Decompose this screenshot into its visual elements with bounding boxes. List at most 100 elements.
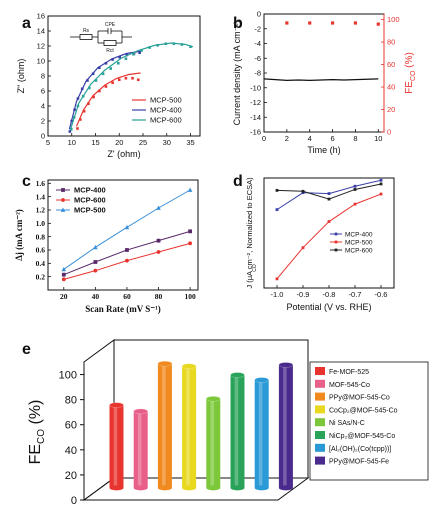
panel-b-fe-point: [353, 21, 358, 25]
panel-d-ylabel-sub: CO: [252, 264, 258, 272]
panel-a-y-tick-label: 8: [41, 72, 45, 81]
panel-c-label: c: [22, 173, 31, 190]
panel-a-point: [140, 49, 143, 52]
panel-a-point: [80, 87, 84, 91]
panel-b-yright-unit: (%): [404, 52, 415, 70]
panel-e-y-tick-label: 20: [65, 470, 77, 482]
panel-a-x-tick-label: 35: [186, 138, 194, 147]
panel-a-point: [69, 127, 73, 131]
panel-c-y-tick-label: 0.6: [36, 246, 46, 255]
panel-d-x-tick-label: -0.6: [375, 290, 388, 299]
panel-a-x-tick-label: 10: [68, 138, 76, 147]
panel-a-point: [94, 79, 98, 82]
panel-e-bar-bottom: [182, 485, 197, 491]
panel-e-y-tick-label: 40: [65, 445, 77, 457]
panel-a-x-tick-label: 30: [163, 138, 171, 147]
panel-e-legend-label: [Al₂(OH)₂(Co(tcpp))]: [329, 446, 391, 453]
panel-e-bar-top: [206, 396, 221, 402]
panel-e-bar: [230, 372, 245, 491]
panel-d-x-tick-label: -0.8: [323, 290, 336, 299]
panel-b-yright-sub: CO: [410, 70, 417, 81]
panel-d-point: [275, 277, 279, 281]
panel-b-y-axis-label: Current density (mA cm⁻²): [232, 21, 242, 126]
panel-e-bar-bottom: [133, 485, 148, 491]
panel-e-bar-bottom: [109, 485, 124, 491]
panel-e-legend-label: Fe-MOF-525: [329, 369, 369, 376]
panel-d-legend-label: MCP-400: [345, 231, 373, 238]
panel-e-bar-body: [109, 405, 124, 488]
panel-d-legend-marker: [334, 248, 338, 252]
panel-a-y-tick-label: 16: [37, 12, 45, 21]
panel-a-x-tick-label: 25: [139, 138, 147, 147]
panel-b-y-tick-label: -6: [254, 54, 261, 63]
panel-b-yright-fe: FE: [404, 81, 415, 94]
panel-b-y-tick-label: 0: [257, 10, 261, 19]
panel-e-bar-highlight: [234, 374, 239, 488]
panel-e-floor: [82, 477, 310, 501]
panel-a-point: [156, 43, 160, 47]
panel-a-y-tick-label: 0: [41, 132, 45, 141]
panel-e-bar-highlight: [258, 380, 263, 488]
panel-a-x-axis-label: Z' (ohm): [107, 149, 140, 159]
panel-c-legend-marker: [60, 207, 66, 212]
panel-c-x-tick-label: 60: [123, 292, 131, 301]
panel-e-y-tick-label: 0: [71, 495, 77, 507]
panel-a-point: [124, 57, 128, 61]
panel-b-fe-point: [376, 22, 380, 26]
panel-a-fit-line-1: [68, 50, 141, 130]
panel-c-x-tick-label: 20: [60, 292, 68, 301]
panel-c-legend-label: MCP-600: [74, 196, 106, 205]
panel-c-point: [61, 277, 66, 282]
panel-c-point: [156, 238, 161, 243]
panel-e-bar-highlight: [162, 363, 166, 488]
panel-d-legend-label: MCP-500: [345, 239, 373, 246]
panel-b-x-tick-label: 2: [285, 134, 289, 143]
panel-a-point: [92, 95, 95, 99]
panel-a-point: [81, 94, 85, 98]
panel-a-point: [104, 61, 108, 65]
panel-a-y-axis-label: Z" (ohm): [16, 59, 26, 94]
circuit-rct-resistor: [103, 40, 117, 46]
panel-c-legend-marker: [61, 188, 65, 192]
panel-c-y-tick-label: 1.4: [36, 192, 46, 201]
panel-e-bar-top: [181, 363, 197, 369]
panel-e-chart: 0 20 40 60 80 100 FECO (%) Fe-MOF-525 MOF-545-Co…: [27, 339, 429, 507]
panel-b-yright-tick-label: 0: [387, 128, 391, 137]
panel-b-yright-tick-label: 80: [387, 38, 395, 47]
panel-d-y-axis-label: J (μA cm⁻², Normalized to ECSA): [245, 177, 254, 289]
panel-a-point: [189, 45, 192, 49]
panel-e-legend-swatch: [315, 367, 325, 375]
panel-b-current-line: [263, 78, 379, 81]
panel-c-legend-label: MCP-400: [74, 186, 106, 195]
panel-e-bar-top: [157, 360, 173, 367]
panel-d-line-2: [276, 183, 382, 200]
panel-c-point: [93, 260, 98, 264]
panel-a-point: [91, 72, 95, 76]
panel-e-label: e: [22, 341, 31, 358]
panel-c-x-axis-label: Scan Rate (mV S⁻¹): [85, 304, 161, 314]
panel-c-y-axis-label: Δj (mA cm⁻²): [14, 209, 24, 261]
panel-a-point: [131, 76, 134, 80]
panel-a-y-tick-label: 6: [41, 87, 45, 96]
panel-c-x-tick-label: 80: [155, 292, 163, 301]
panel-a-point: [76, 127, 79, 130]
panel-d-point: [379, 182, 383, 186]
panel-c-y-tick-label: 0.2: [36, 272, 46, 281]
panel-c-point: [93, 244, 98, 250]
panel-c-point: [187, 187, 193, 192]
panel-e-bar: [181, 363, 197, 491]
panel-e-legend-label: PPy@MOF-545-Fe: [329, 459, 389, 466]
panel-e-bar-body: [133, 411, 148, 488]
panel-e-bar: [133, 408, 148, 491]
panel-b-x-axis-label: Time (h): [307, 145, 340, 155]
panel-e-ylabel-unit: (%): [27, 400, 44, 429]
panel-d-point: [379, 192, 383, 196]
panel-c-point: [125, 258, 129, 263]
panel-b-axes-frame: [263, 13, 385, 133]
panel-d-legend-marker: [334, 240, 338, 244]
panel-e-legend-swatch: [315, 456, 325, 465]
panel-a-y-tick-label: 2: [41, 117, 45, 126]
panel-e-legend-swatch: [315, 392, 325, 401]
panel-a-point: [72, 115, 76, 119]
